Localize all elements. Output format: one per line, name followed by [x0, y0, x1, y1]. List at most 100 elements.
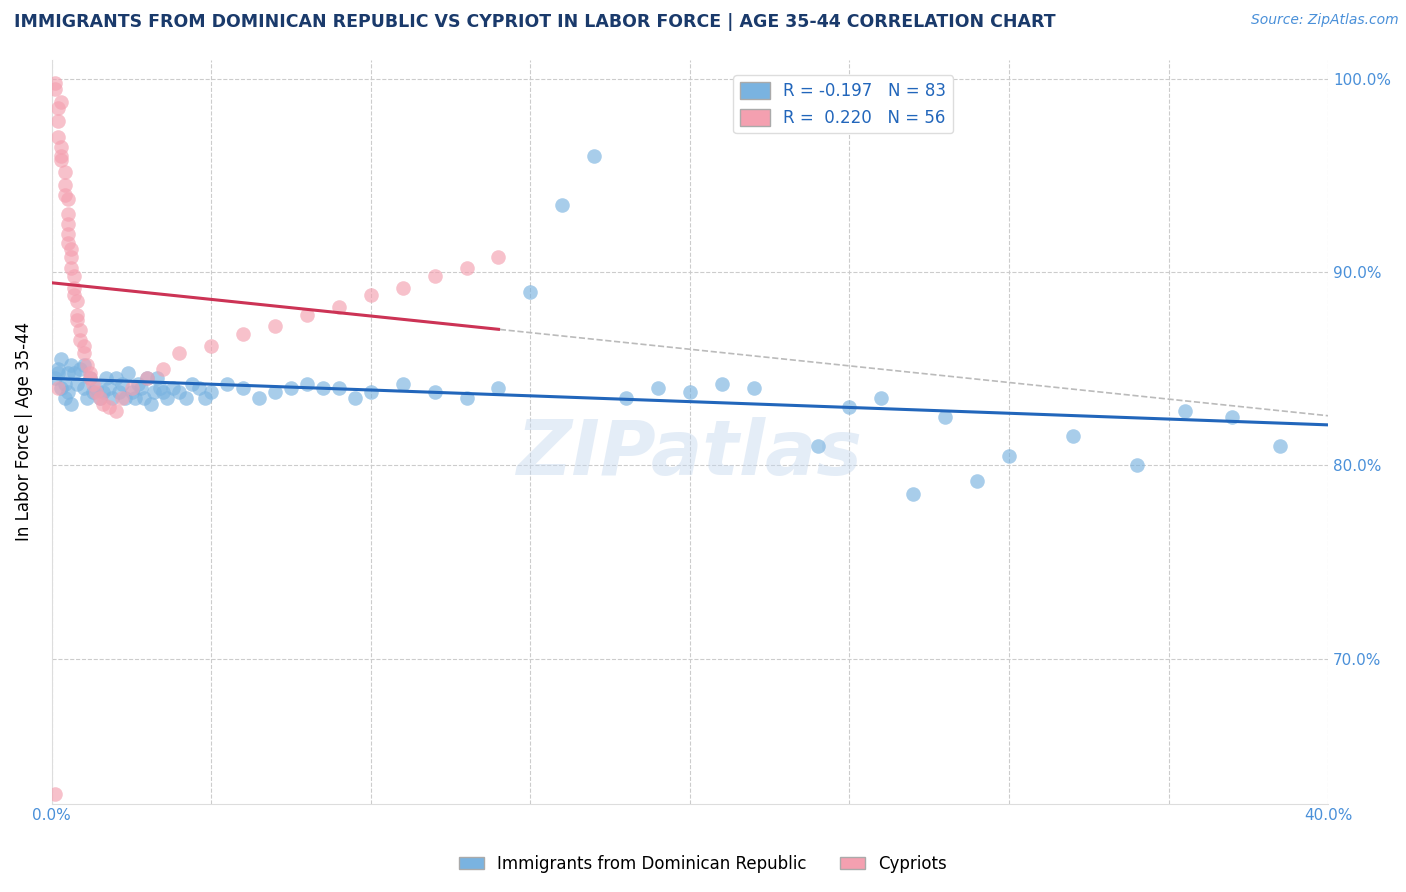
Point [174, 391, 197, 405]
Point [51, 149, 73, 163]
Point [86, 384, 108, 399]
Point [280, 381, 302, 395]
Point [217, 377, 239, 392]
Point [63, 288, 86, 302]
Point [44, 76, 66, 90]
Point [127, 377, 149, 392]
Point [46, 381, 69, 395]
Point [156, 391, 179, 405]
Point [1062, 429, 1084, 443]
Point [1173, 404, 1195, 418]
Point [456, 261, 478, 276]
Point [56, 217, 79, 231]
Point [838, 401, 860, 415]
Point [101, 391, 124, 405]
Point [146, 371, 169, 385]
Point [312, 381, 335, 395]
Point [63, 268, 86, 283]
Point [69, 333, 91, 347]
Point [59, 261, 82, 276]
Point [136, 371, 159, 385]
Point [53, 391, 76, 405]
Point [360, 288, 382, 302]
Point [328, 381, 350, 395]
Point [53, 187, 76, 202]
Point [264, 319, 287, 334]
Point [46, 114, 69, 128]
Point [423, 384, 446, 399]
Point [51, 153, 73, 167]
Point [56, 384, 79, 399]
Point [51, 139, 73, 153]
Point [44, 81, 66, 95]
Point [66, 377, 89, 392]
Point [152, 361, 174, 376]
Point [53, 178, 76, 193]
Point [488, 381, 510, 395]
Point [200, 384, 222, 399]
Point [59, 396, 82, 410]
Point [46, 129, 69, 144]
Legend: R = -0.197   N = 83, R =  0.220   N = 56: R = -0.197 N = 83, R = 0.220 N = 56 [734, 75, 953, 134]
Point [391, 280, 413, 294]
Point [79, 366, 101, 380]
Point [56, 236, 79, 251]
Point [121, 381, 143, 395]
Point [295, 308, 318, 322]
Point [76, 358, 98, 372]
Point [73, 338, 96, 352]
Point [551, 197, 574, 211]
Point [82, 384, 104, 399]
Point [966, 474, 988, 488]
Point [63, 366, 86, 380]
Point [181, 377, 204, 392]
Point [69, 361, 91, 376]
Point [149, 381, 172, 395]
Point [1125, 458, 1147, 473]
Point [82, 377, 104, 392]
Point [79, 371, 101, 385]
Point [51, 352, 73, 367]
Point [870, 391, 893, 405]
Point [169, 384, 191, 399]
Point [51, 381, 73, 395]
Point [73, 381, 96, 395]
Point [104, 371, 127, 385]
Point [73, 358, 96, 372]
Point [111, 391, 134, 405]
Legend: Immigrants from Dominican Republic, Cypriots: Immigrants from Dominican Republic, Cypr… [453, 848, 953, 880]
Point [679, 384, 702, 399]
Y-axis label: In Labor Force | Age 35-44: In Labor Force | Age 35-44 [15, 322, 32, 541]
Text: ZIPatlas: ZIPatlas [517, 417, 863, 491]
Point [46, 366, 69, 380]
Point [934, 410, 956, 425]
Point [194, 391, 217, 405]
Point [44, 371, 66, 385]
Point [328, 300, 350, 314]
Point [91, 384, 114, 399]
Point [903, 487, 925, 501]
Point [107, 384, 129, 399]
Point [91, 396, 114, 410]
Point [343, 391, 366, 405]
Point [264, 384, 287, 399]
Point [89, 391, 111, 405]
Point [44, 787, 66, 801]
Point [53, 164, 76, 178]
Point [94, 371, 117, 385]
Point [59, 242, 82, 256]
Point [187, 381, 209, 395]
Point [66, 313, 89, 327]
Point [423, 268, 446, 283]
Point [742, 381, 765, 395]
Point [295, 377, 318, 392]
Point [232, 381, 254, 395]
Point [86, 381, 108, 395]
Point [232, 326, 254, 341]
Point [1222, 410, 1244, 425]
Text: IMMIGRANTS FROM DOMINICAN REPUBLIC VS CYPRIOT IN LABOR FORCE | AGE 35-44 CORRELA: IMMIGRANTS FROM DOMINICAN REPUBLIC VS CY… [14, 13, 1056, 31]
Point [391, 377, 413, 392]
Point [89, 391, 111, 405]
Point [142, 384, 165, 399]
Point [56, 227, 79, 241]
